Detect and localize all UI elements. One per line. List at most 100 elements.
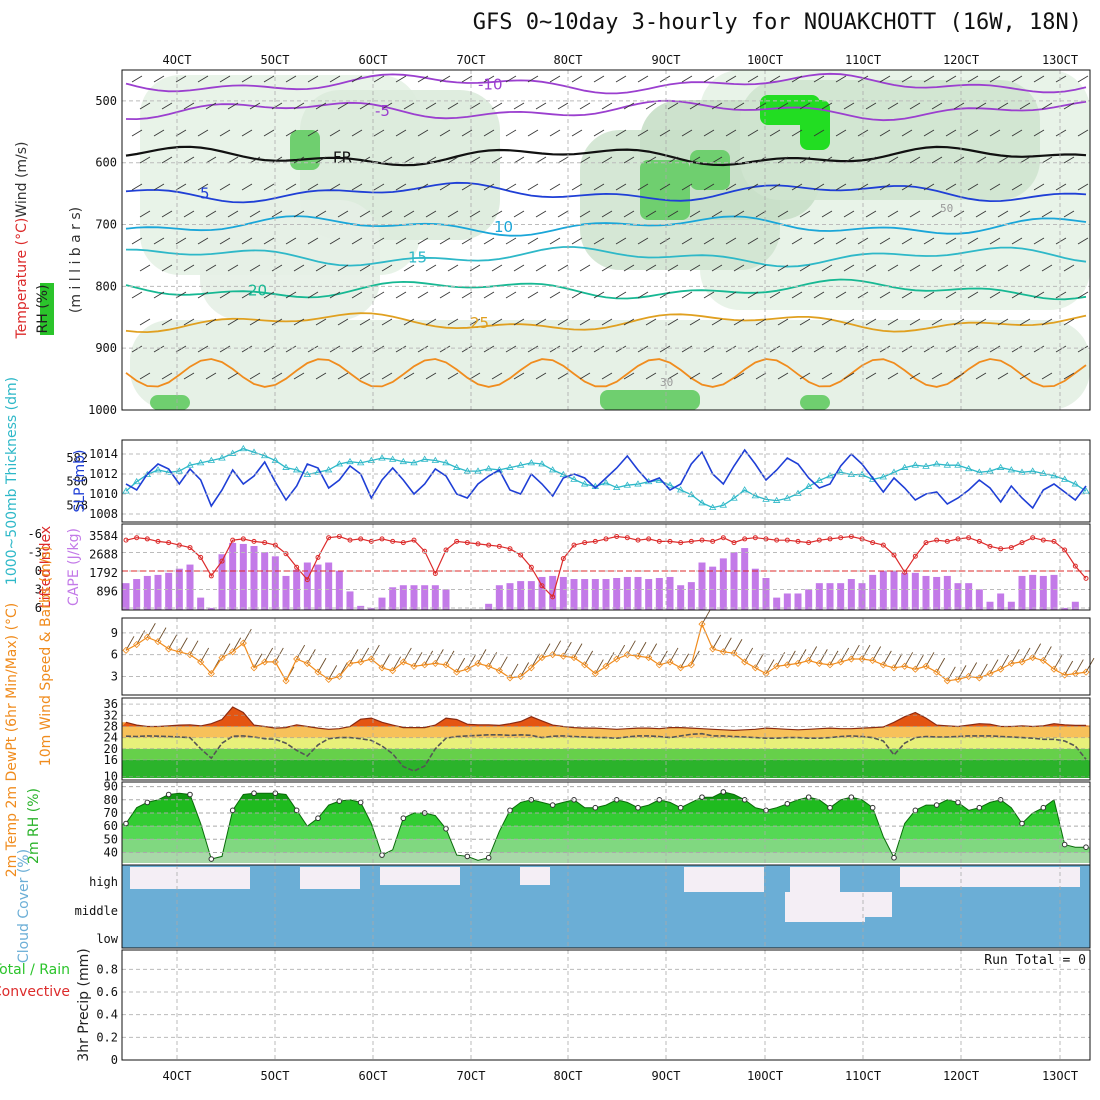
cape-bar	[794, 593, 802, 610]
x-tick-bottom: 7OCT	[457, 1069, 486, 1083]
wind10m-barb	[1042, 646, 1052, 661]
isotherm-label-10: 10	[494, 218, 513, 236]
rh-green-4	[800, 100, 830, 150]
wind10m-point	[783, 661, 791, 669]
xs-ytick: 1000	[88, 403, 117, 417]
cape-bar	[783, 593, 791, 610]
wind-barb	[183, 102, 195, 110]
rh-point	[293, 807, 300, 814]
wind-barb	[579, 318, 591, 326]
lifted-index-point	[1051, 538, 1057, 544]
wind-barb	[549, 129, 561, 137]
wind-barb	[791, 345, 803, 353]
wind10m-point	[1029, 654, 1037, 662]
wind-barb	[403, 102, 415, 110]
lifted-index-point	[198, 554, 204, 560]
xs-ylabel-mb: (m i l l i b a r s)	[68, 207, 84, 313]
wind-barb	[689, 318, 701, 326]
cape-bar	[1018, 575, 1026, 610]
ylabel-temperature: Temperature (°C)	[14, 218, 30, 340]
thk-ylabel: 1000~500mb Thickness (dm)	[4, 377, 20, 585]
wind-barb	[703, 183, 715, 191]
wind10m-point	[261, 658, 269, 666]
wind10m-barb	[477, 649, 487, 664]
wind-barb	[571, 237, 583, 245]
wind-barb	[681, 345, 693, 353]
temp-ytick: 32	[104, 708, 118, 722]
rh-band-1	[122, 839, 1090, 853]
lifted-index-point	[955, 536, 961, 542]
wind10m-point	[378, 664, 386, 672]
cape-bar	[975, 589, 983, 610]
wind-barb	[417, 75, 429, 83]
wind-barb	[359, 264, 371, 272]
wind10m-point	[773, 662, 781, 670]
wind-barb	[1063, 102, 1075, 110]
wind10m-barb	[637, 641, 647, 657]
wind-barb	[1019, 264, 1031, 272]
wind-barb	[645, 372, 657, 380]
wind-barb	[689, 156, 701, 164]
wind-barb	[733, 210, 745, 218]
wind-barb	[879, 291, 891, 299]
wind-barb	[725, 237, 737, 245]
x-tick-bottom: 6OCT	[359, 1069, 388, 1083]
thickness-point	[922, 462, 930, 469]
wind10m-point	[463, 665, 471, 673]
wind-barb	[843, 264, 855, 272]
rh-point	[123, 820, 129, 827]
wind-barb	[733, 318, 745, 326]
wind-barb	[887, 102, 899, 110]
wind10m-point	[474, 659, 482, 667]
wind-barb	[953, 264, 965, 272]
x-tick-top: 5OCT	[261, 53, 290, 67]
wind-barb	[307, 237, 319, 245]
wind-barb	[593, 237, 605, 245]
rh-point	[507, 807, 513, 814]
wind-barb	[887, 318, 899, 326]
wind-barb	[667, 102, 679, 110]
wind-barb	[1033, 75, 1045, 83]
wind-barb	[139, 372, 151, 380]
wind-barb	[557, 156, 569, 164]
wind-barb	[285, 129, 297, 137]
wind-barb	[131, 345, 143, 353]
lifted-index-point	[774, 537, 780, 543]
panel-frame-pr	[121, 949, 1091, 1061]
wind-barb	[1063, 318, 1075, 326]
wind-barb	[197, 129, 209, 137]
wind-barb	[879, 129, 891, 137]
wind-barb	[571, 183, 583, 191]
isotherm-25	[125, 312, 1087, 334]
cape-bar	[431, 585, 439, 610]
wind-barb	[197, 183, 209, 191]
wind-barb	[931, 318, 943, 326]
wind-barb	[205, 264, 217, 272]
wind-barb	[901, 75, 913, 83]
lifted-index-point	[166, 540, 172, 546]
cape-bar	[613, 577, 621, 610]
wind-barb	[945, 129, 957, 137]
wind10m-point	[570, 654, 578, 662]
lifted-index-point	[240, 536, 246, 542]
lifted-index-point	[358, 536, 364, 542]
wind-barb	[989, 291, 1001, 299]
cape-bar	[495, 585, 503, 610]
wind-barb	[153, 75, 165, 83]
wind-barb	[241, 291, 253, 299]
wind10m-point	[997, 665, 1005, 673]
x-tick-bottom: 12OCT	[943, 1069, 979, 1083]
wind-barb	[425, 102, 437, 110]
temp-ylabel: 2m Temp 2m DewPt (6hr Min/Max) (°C)	[4, 603, 20, 878]
rh-point	[827, 804, 833, 811]
lifted-index-point	[1019, 540, 1025, 546]
wind-barb	[535, 156, 547, 164]
wind-barb	[161, 264, 173, 272]
wind-barb	[799, 264, 811, 272]
temp-ytick: 10	[104, 770, 118, 784]
cape-bar	[879, 570, 887, 610]
x-tick-bottom: 13OCT	[1042, 1069, 1078, 1083]
wind-barb	[557, 318, 569, 326]
wind-barb	[967, 291, 979, 299]
wind-barb	[219, 237, 231, 245]
